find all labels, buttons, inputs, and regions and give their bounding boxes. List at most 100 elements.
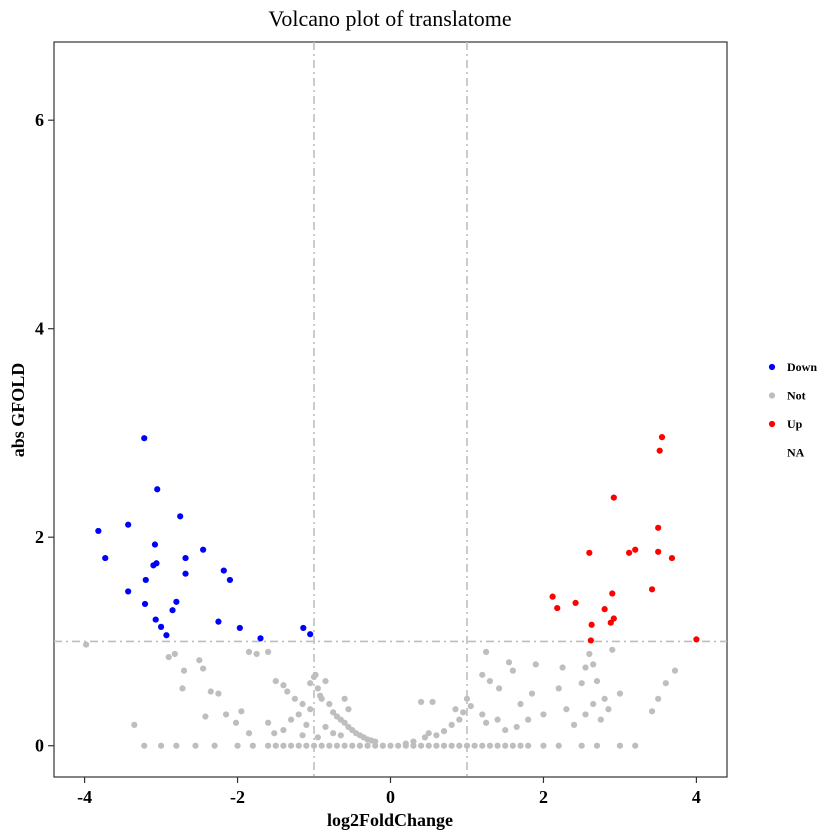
- point-not-17: [326, 742, 333, 749]
- x-tick-label-3: 2: [539, 787, 548, 807]
- point-not-77: [326, 700, 333, 708]
- point-up-9: [648, 586, 656, 593]
- point-not-120: [482, 719, 490, 726]
- point-down-12: [182, 570, 189, 577]
- point-not-63: [265, 719, 272, 726]
- point-up-7: [668, 554, 676, 562]
- point-not-53: [200, 665, 207, 672]
- point-up-6: [655, 548, 662, 555]
- point-not-110: [440, 728, 448, 735]
- point-not-7: [234, 742, 241, 749]
- point-not-154: [616, 690, 624, 697]
- point-down-26: [307, 631, 314, 638]
- point-not-16: [318, 742, 325, 749]
- point-not-43: [525, 742, 532, 749]
- point-not-26: [395, 742, 402, 749]
- point-not-114: [467, 703, 474, 710]
- point-not-45: [555, 742, 562, 749]
- point-down-22: [236, 624, 243, 632]
- point-not-2: [141, 742, 148, 749]
- point-not-15: [310, 742, 318, 749]
- point-not-135: [555, 685, 562, 692]
- point-not-149: [590, 700, 597, 708]
- point-not-60: [232, 719, 240, 726]
- point-not-49: [632, 742, 639, 749]
- point-not-123: [513, 723, 520, 731]
- point-not-148: [582, 711, 589, 718]
- point-not-111: [448, 721, 455, 728]
- point-not-124: [525, 716, 532, 723]
- point-down-20: [215, 618, 222, 625]
- point-not-56: [207, 688, 214, 695]
- legend-label-not: Not: [787, 389, 806, 403]
- point-down-1: [154, 486, 161, 493]
- point-not-101: [299, 732, 306, 739]
- x-tick-label-1: -2: [230, 787, 245, 807]
- point-not-107: [421, 734, 429, 741]
- point-not-51: [171, 650, 178, 658]
- point-not-150: [655, 695, 662, 702]
- point-not-21: [356, 742, 364, 749]
- point-not-69: [280, 682, 287, 689]
- point-not-4: [173, 742, 180, 749]
- point-not-20: [349, 742, 356, 749]
- point-up-17: [588, 621, 595, 628]
- point-not-33: [448, 742, 455, 749]
- point-down-5: [151, 541, 159, 548]
- point-not-151: [648, 708, 656, 715]
- point-down-16: [173, 598, 180, 605]
- point-not-121: [494, 716, 501, 723]
- point-not-130: [509, 667, 516, 674]
- legend-label-up: Up: [787, 417, 803, 431]
- point-not-22: [364, 742, 371, 749]
- point-down-7: [102, 554, 109, 562]
- point-not-116: [429, 698, 436, 706]
- point-not-30: [425, 742, 432, 749]
- point-up-1: [656, 447, 663, 454]
- point-not-152: [662, 680, 669, 687]
- point-not-118: [452, 706, 459, 713]
- point-not-125: [482, 648, 490, 655]
- point-not-3: [157, 742, 165, 749]
- point-not-13: [295, 742, 302, 749]
- point-not-138: [570, 721, 578, 728]
- point-not-59: [222, 711, 230, 718]
- point-up-19: [693, 636, 700, 643]
- point-not-8: [249, 742, 256, 749]
- point-up-3: [655, 524, 662, 531]
- point-up-2: [610, 494, 617, 501]
- point-down-18: [169, 607, 176, 614]
- point-not-146: [597, 716, 604, 723]
- point-not-72: [299, 700, 306, 708]
- point-down-21: [157, 623, 165, 630]
- point-not-106: [410, 738, 417, 745]
- x-tick-label-0: -4: [77, 787, 92, 807]
- point-not-24: [379, 742, 386, 749]
- point-not-35: [463, 742, 471, 749]
- point-not-57: [215, 690, 222, 697]
- point-not-76: [322, 677, 329, 685]
- point-not-103: [345, 706, 352, 713]
- point-not-31: [433, 742, 440, 749]
- y-tick-label-0: 0: [35, 736, 44, 756]
- point-up-5: [626, 549, 633, 556]
- point-not-112: [456, 716, 463, 723]
- point-not-44: [540, 742, 547, 749]
- point-up-8: [586, 549, 593, 556]
- point-not-133: [528, 690, 536, 697]
- point-not-128: [495, 685, 503, 692]
- y-tick-label-1: 2: [35, 527, 44, 547]
- point-not-137: [563, 706, 570, 713]
- x-tick-label-2: 0: [386, 787, 395, 807]
- point-not-11: [280, 742, 287, 749]
- point-not-19: [341, 742, 348, 749]
- point-down-24: [257, 635, 264, 642]
- point-not-12: [287, 742, 295, 749]
- point-not-39: [494, 742, 501, 749]
- point-not-78: [330, 709, 337, 716]
- point-not-9: [265, 742, 272, 749]
- y-tick-label-3: 6: [35, 110, 44, 130]
- point-not-6: [211, 742, 218, 749]
- point-not-14: [303, 742, 310, 749]
- point-not-65: [253, 650, 260, 658]
